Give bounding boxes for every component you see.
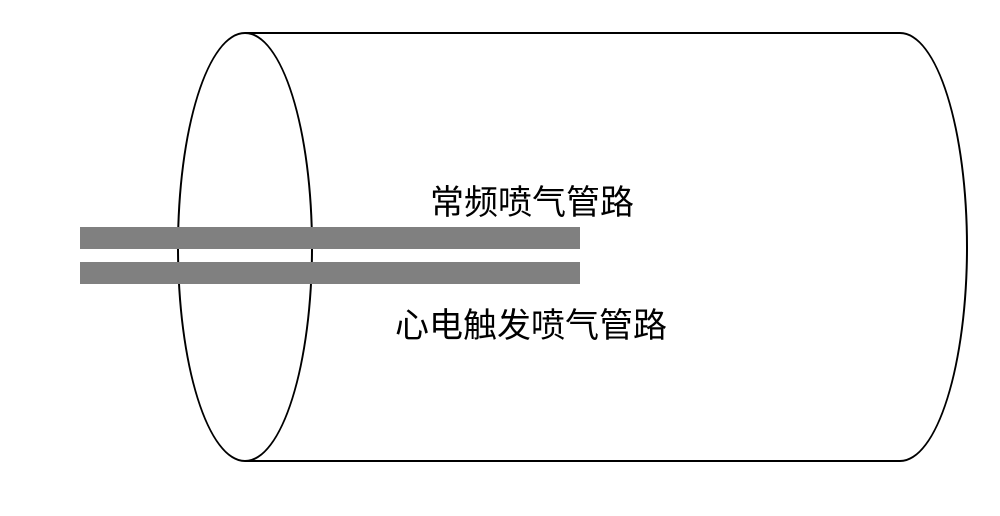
- label-lower-tube: 心电触发喷气管路: [395, 298, 667, 347]
- diagram-canvas: 常频喷气管路 心电触发喷气管路: [0, 0, 1000, 516]
- tube-lower: [80, 262, 580, 284]
- label-upper-tube: 常频喷气管路: [430, 175, 634, 224]
- tube-upper: [80, 227, 580, 249]
